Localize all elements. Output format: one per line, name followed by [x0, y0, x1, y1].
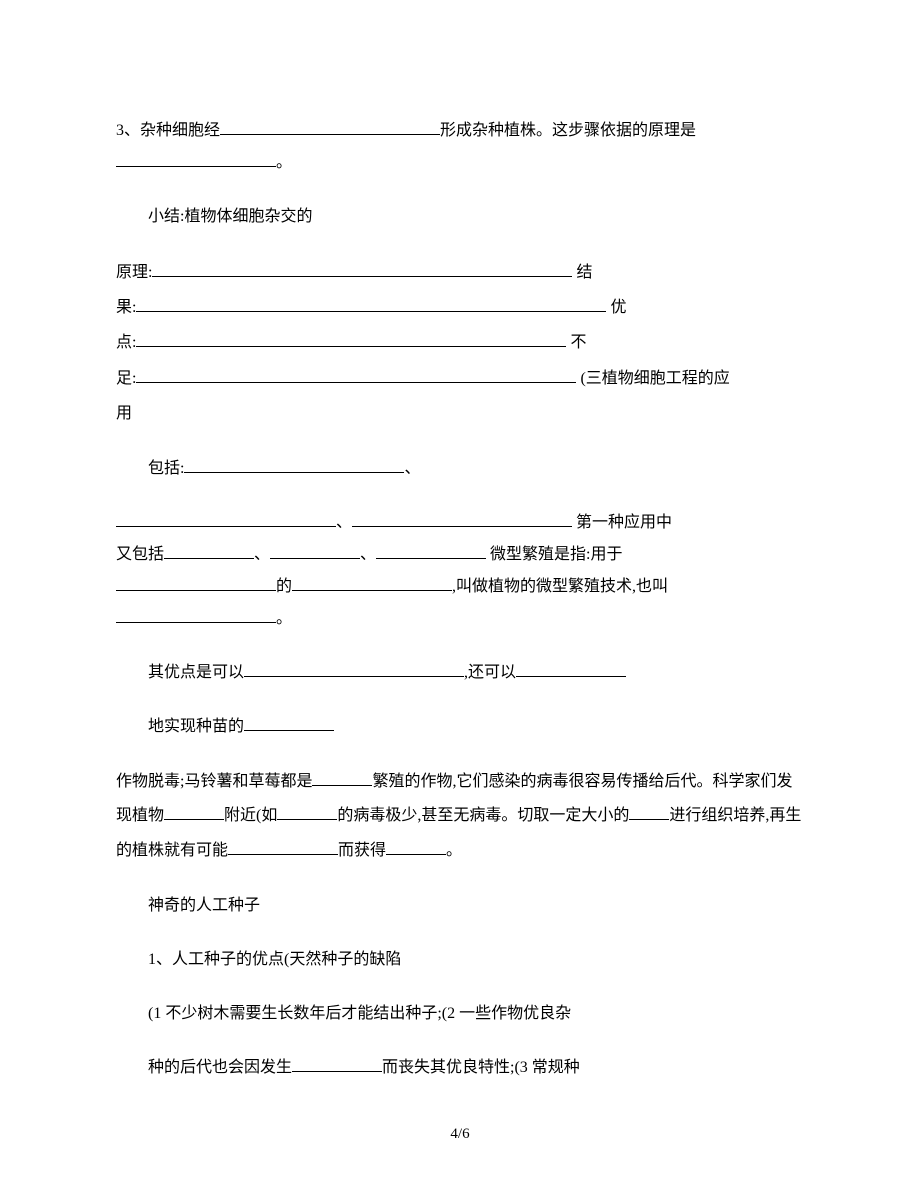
blank: [116, 575, 276, 591]
text-micro2: ,叫做植物的微型繁殖技术,也叫: [452, 578, 668, 595]
blank: [516, 661, 626, 677]
blank: [277, 804, 337, 820]
text-detox-a: 作物脱毒;马铃薯和草莓都是: [116, 773, 312, 790]
text-section3b: 用: [116, 405, 132, 422]
text-detox-g: 。: [446, 842, 462, 859]
text-summary: 小结:植物体细胞杂交的: [148, 208, 312, 225]
paragraph-seeds-sub1: (1 不少树木需要生长数年后才能结出种子;(2 一些作物优良杂: [116, 998, 804, 1030]
blank: [244, 661, 464, 677]
text-q3-b: 形成杂种植株。这步骤依据的原理是: [440, 122, 696, 139]
text-dis-tail: 不: [566, 334, 586, 351]
blank: [292, 575, 452, 591]
paragraph-seedling: 地实现种苗的: [116, 711, 804, 743]
text-detox-c: 附近(如: [224, 807, 277, 824]
text-seeds-1: 1、人工种子的优点(天然种子的缺陷: [148, 951, 401, 968]
text-de: 的: [276, 578, 292, 595]
text-period: 。: [276, 610, 292, 627]
label-adv: 点:: [116, 334, 136, 351]
label-result: 果:: [116, 299, 136, 316]
blank: [152, 261, 572, 277]
text-includes: 包括:: [148, 460, 184, 477]
blank: [270, 543, 360, 559]
blank: [184, 457, 404, 473]
text-also-includes: 又包括: [116, 546, 164, 563]
text-adv-b: ,还可以: [464, 664, 516, 681]
blank: [136, 367, 576, 383]
blank: [116, 151, 276, 167]
blank: [244, 715, 334, 731]
paragraph-summary-lines: 原理: 结 果: 优 点: 不 足: (三植物细胞工程的应 用: [116, 255, 804, 431]
blank: [352, 511, 572, 527]
paragraph-includes: 包括: 、: [116, 453, 804, 485]
blank: [376, 543, 486, 559]
page-footer: 4/6: [0, 1126, 920, 1143]
text-detox-d: 的病毒极少,甚至无病毒。切取一定大小的: [337, 807, 629, 824]
text-sep: 、: [254, 546, 270, 563]
blank: [116, 607, 276, 623]
blank: [164, 804, 224, 820]
blank: [136, 296, 606, 312]
blank: [136, 331, 566, 347]
blank: [386, 839, 446, 855]
text-first-app: 第一种应用中: [572, 514, 672, 531]
blank: [629, 804, 669, 820]
blank: [116, 511, 336, 527]
text-sep: 、: [360, 546, 376, 563]
page-current: 4: [450, 1126, 458, 1142]
text-adv-tail: 优: [606, 299, 626, 316]
text-seedling: 地实现种苗的: [148, 718, 244, 735]
text-sep: 、: [336, 514, 352, 531]
paragraph-q3: 3、杂种细胞经 形成杂种植株。这步骤依据的原理是 。: [116, 115, 804, 179]
text-q3-c: 。: [276, 154, 292, 171]
blank: [312, 770, 372, 786]
paragraph-includes-cont: 、 第一种应用中 又包括、、 微型繁殖是指:用于 的,叫做植物的微型繁殖技术,也…: [116, 507, 804, 635]
text-result-tail: 结: [572, 264, 592, 281]
text-seeds-sub1: (1 不少树木需要生长数年后才能结出种子;(2 一些作物优良杂: [148, 1005, 571, 1022]
blank: [164, 543, 254, 559]
paragraph-seeds-1: 1、人工种子的优点(天然种子的缺陷: [116, 944, 804, 976]
text-detox-f: 而获得: [338, 842, 386, 859]
text-sep: 、: [404, 460, 420, 477]
text-micro: 微型繁殖是指:用于: [486, 546, 622, 563]
text-seeds-title: 神奇的人工种子: [148, 897, 260, 914]
blank: [228, 839, 338, 855]
paragraph-detox: 作物脱毒;马铃薯和草莓都是繁殖的作物,它们感染的病毒很容易传播给后代。科学家们发…: [116, 765, 804, 868]
blank: [220, 119, 440, 135]
text-seeds-sub2a: 种的后代也会因发生: [148, 1059, 292, 1076]
text-q3-a: 3、杂种细胞经: [116, 122, 220, 139]
text-adv-a: 其优点是可以: [148, 664, 244, 681]
blank: [292, 1056, 382, 1072]
paragraph-seeds-title: 神奇的人工种子: [116, 890, 804, 922]
text-seeds-sub2b: 而丧失其优良特性;(3 常规种: [382, 1059, 580, 1076]
paragraph-summary-title: 小结:植物体细胞杂交的: [116, 201, 804, 233]
page-total: 6: [462, 1126, 470, 1142]
document-page: 3、杂种细胞经 形成杂种植株。这步骤依据的原理是 。 小结:植物体细胞杂交的 原理…: [0, 0, 920, 1166]
paragraph-advantage: 其优点是可以 ,还可以: [116, 657, 804, 689]
text-section3: (三植物细胞工程的应: [576, 370, 729, 387]
label-dis: 足:: [116, 370, 136, 387]
paragraph-seeds-sub2: 种的后代也会因发生 而丧失其优良特性;(3 常规种: [116, 1052, 804, 1084]
label-principle: 原理:: [116, 264, 152, 281]
